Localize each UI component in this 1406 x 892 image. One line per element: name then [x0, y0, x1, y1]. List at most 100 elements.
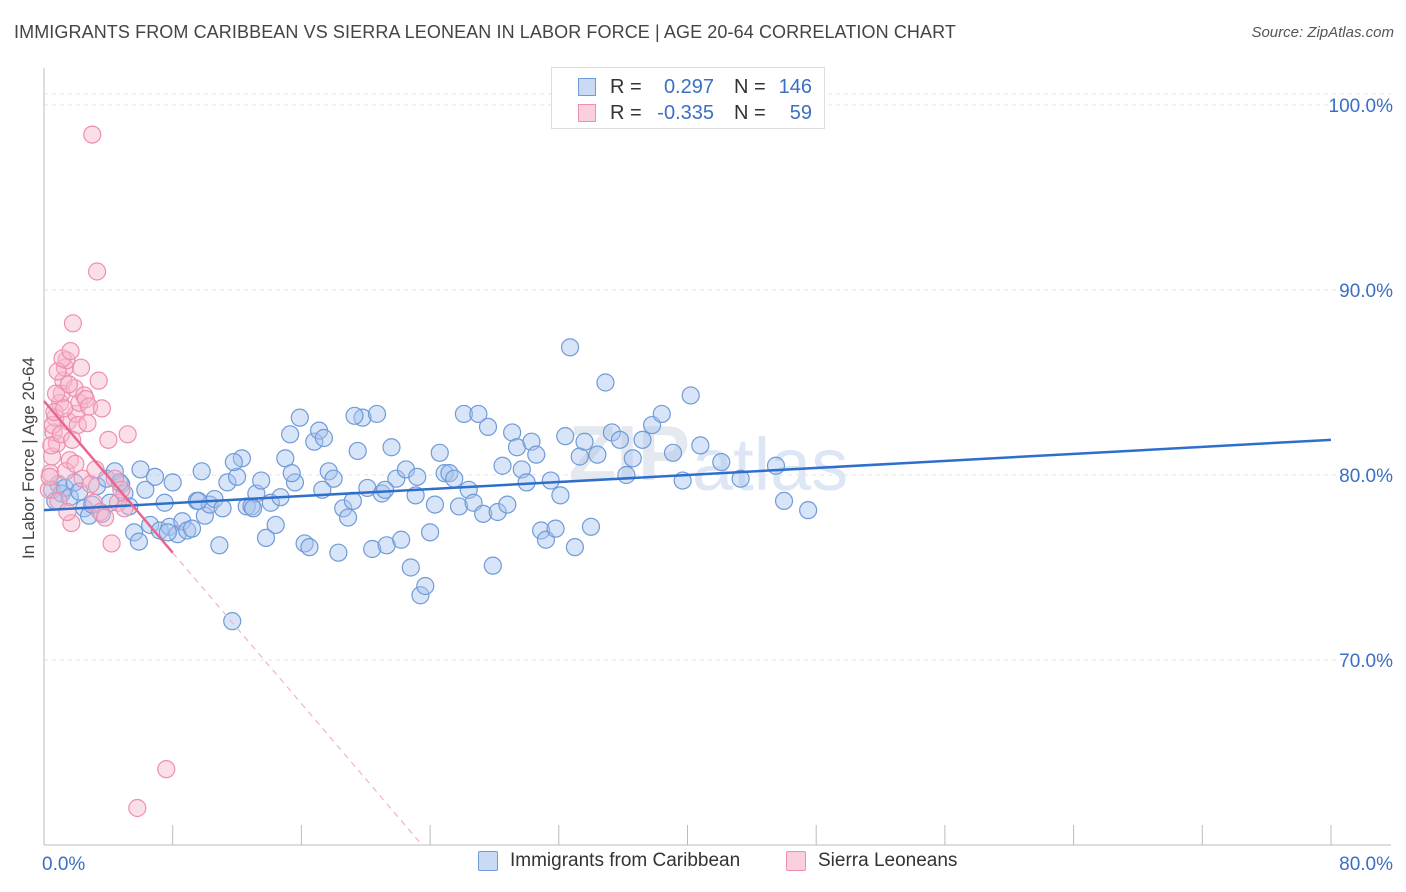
data-point-caribbean: [145, 467, 165, 486]
legend-item-caribbean[interactable]: Immigrants from Caribbean: [478, 850, 740, 872]
series-sierra-leonean-points: [39, 125, 176, 818]
data-point-caribbean: [324, 469, 343, 488]
data-point-sierra-leonean: [128, 798, 147, 818]
data-point-sierra-leonean: [118, 425, 137, 444]
x-tick-labels: 0.0% 80.0%: [42, 854, 1393, 875]
data-point-sierra-leonean: [78, 414, 97, 433]
data-point-caribbean: [411, 586, 430, 605]
data-point-caribbean: [136, 480, 155, 499]
data-point-sierra-leonean: [157, 760, 176, 779]
y-axis-label: In Labor Force | Age 20-64: [19, 357, 38, 559]
data-point-sierra-leonean: [58, 502, 77, 522]
data-point-sierra-leonean: [83, 125, 102, 144]
data-point-caribbean: [182, 519, 202, 538]
data-point-sierra-leonean: [59, 375, 79, 394]
data-point-caribbean: [449, 497, 469, 516]
chart-title: IMMIGRANTS FROM CARIBBEAN VS SIERRA LEON…: [14, 22, 956, 42]
legend-row-caribbean: R = 0.297 N = 146: [578, 75, 812, 99]
legend-swatch-blue: [478, 851, 498, 871]
data-point-caribbean: [430, 443, 449, 462]
data-point-sierra-leonean: [96, 508, 115, 527]
data-point-caribbean: [681, 386, 700, 405]
data-point-caribbean: [581, 517, 601, 536]
data-point-caribbean: [493, 456, 512, 475]
legend-r-label: R =: [610, 101, 642, 124]
legend-item-sierra-leonean[interactable]: Sierra Leoneans: [786, 850, 957, 872]
data-point-caribbean: [712, 452, 731, 472]
data-point-caribbean: [210, 536, 229, 555]
x-tick-label-min: 0.0%: [42, 854, 85, 875]
data-point-caribbean: [498, 495, 517, 514]
data-point-caribbean: [546, 519, 565, 538]
legend-n-value: 146: [778, 75, 812, 98]
y-tick-labels: 70.0% 80.0% 90.0% 100.0%: [1329, 96, 1394, 672]
legend-swatch-blue: [578, 78, 596, 96]
data-point-caribbean: [244, 499, 263, 518]
data-point-caribbean: [416, 576, 435, 596]
data-point-caribbean: [396, 460, 416, 479]
chart-source: Source: ZipAtlas.com: [1251, 24, 1394, 41]
data-point-sierra-leonean: [71, 358, 91, 377]
trend-line-sierra-leonean: [43, 400, 174, 554]
data-point-caribbean: [633, 430, 652, 449]
legend-r-label: R =: [610, 75, 642, 98]
correlation-legend: R = 0.297 N = 146 R = -0.335 N = 59: [551, 67, 825, 129]
legend-swatch-pink: [578, 104, 596, 122]
data-point-sierra-leonean: [61, 341, 80, 361]
data-point-caribbean: [425, 495, 445, 514]
y-tick-label: 70.0%: [1339, 651, 1393, 672]
data-point-caribbean: [731, 469, 750, 488]
data-point-sierra-leonean: [62, 513, 81, 533]
data-point-caribbean: [158, 523, 177, 542]
data-point-caribbean: [227, 467, 247, 486]
y-tick-label: 90.0%: [1339, 281, 1393, 302]
data-point-caribbean: [192, 462, 211, 481]
data-point-caribbean: [483, 556, 502, 575]
data-point-caribbean: [131, 460, 150, 479]
data-point-caribbean: [282, 464, 301, 483]
data-point-caribbean: [575, 432, 594, 451]
data-point-caribbean: [527, 445, 546, 464]
data-point-caribbean: [375, 480, 395, 499]
data-point-sierra-leonean: [40, 467, 59, 486]
legend-label-sierra-leonean: Sierra Leoneans: [818, 850, 958, 871]
data-point-caribbean: [435, 464, 454, 483]
data-point-sierra-leonean: [55, 399, 74, 418]
data-point-caribbean: [314, 428, 334, 448]
data-point-caribbean: [382, 438, 401, 457]
watermark-atlas: atlas: [692, 423, 848, 506]
trend-extension-sierra-leonean: [172, 552, 423, 846]
data-point-caribbean: [401, 558, 420, 577]
series-caribbean-points: [42, 338, 818, 631]
data-point-sierra-leonean: [87, 262, 107, 281]
data-point-caribbean: [445, 469, 464, 488]
data-point-caribbean: [345, 406, 364, 425]
data-point-caribbean: [387, 469, 406, 488]
data-point-caribbean: [348, 441, 367, 461]
trend-line-caribbean: [43, 438, 1332, 512]
data-point-caribbean: [224, 452, 243, 472]
data-point-caribbean: [266, 515, 285, 535]
legend-label-caribbean: Immigrants from Caribbean: [510, 850, 741, 871]
data-point-caribbean: [610, 430, 630, 449]
data-point-caribbean: [474, 504, 493, 523]
legend-n-label: N =: [734, 75, 766, 98]
data-point-caribbean: [290, 408, 309, 427]
data-point-caribbean: [774, 491, 794, 510]
y-tick-label: 80.0%: [1339, 466, 1393, 487]
data-point-sierra-leonean: [102, 534, 121, 553]
gridlines: [44, 93, 1391, 661]
data-point-sierra-leonean: [92, 399, 112, 418]
data-point-caribbean: [392, 530, 411, 549]
data-point-caribbean: [478, 417, 498, 436]
data-point-sierra-leonean: [89, 371, 108, 390]
data-point-sierra-leonean: [46, 384, 66, 403]
series-legend: Immigrants from Caribbean Sierra Leonean…: [0, 850, 1406, 878]
data-point-caribbean: [551, 486, 570, 505]
data-point-sierra-leonean: [66, 454, 85, 473]
data-point-sierra-leonean: [63, 430, 82, 449]
data-point-caribbean: [343, 491, 362, 510]
trend-lines: [43, 400, 1332, 846]
data-point-caribbean: [129, 532, 149, 551]
